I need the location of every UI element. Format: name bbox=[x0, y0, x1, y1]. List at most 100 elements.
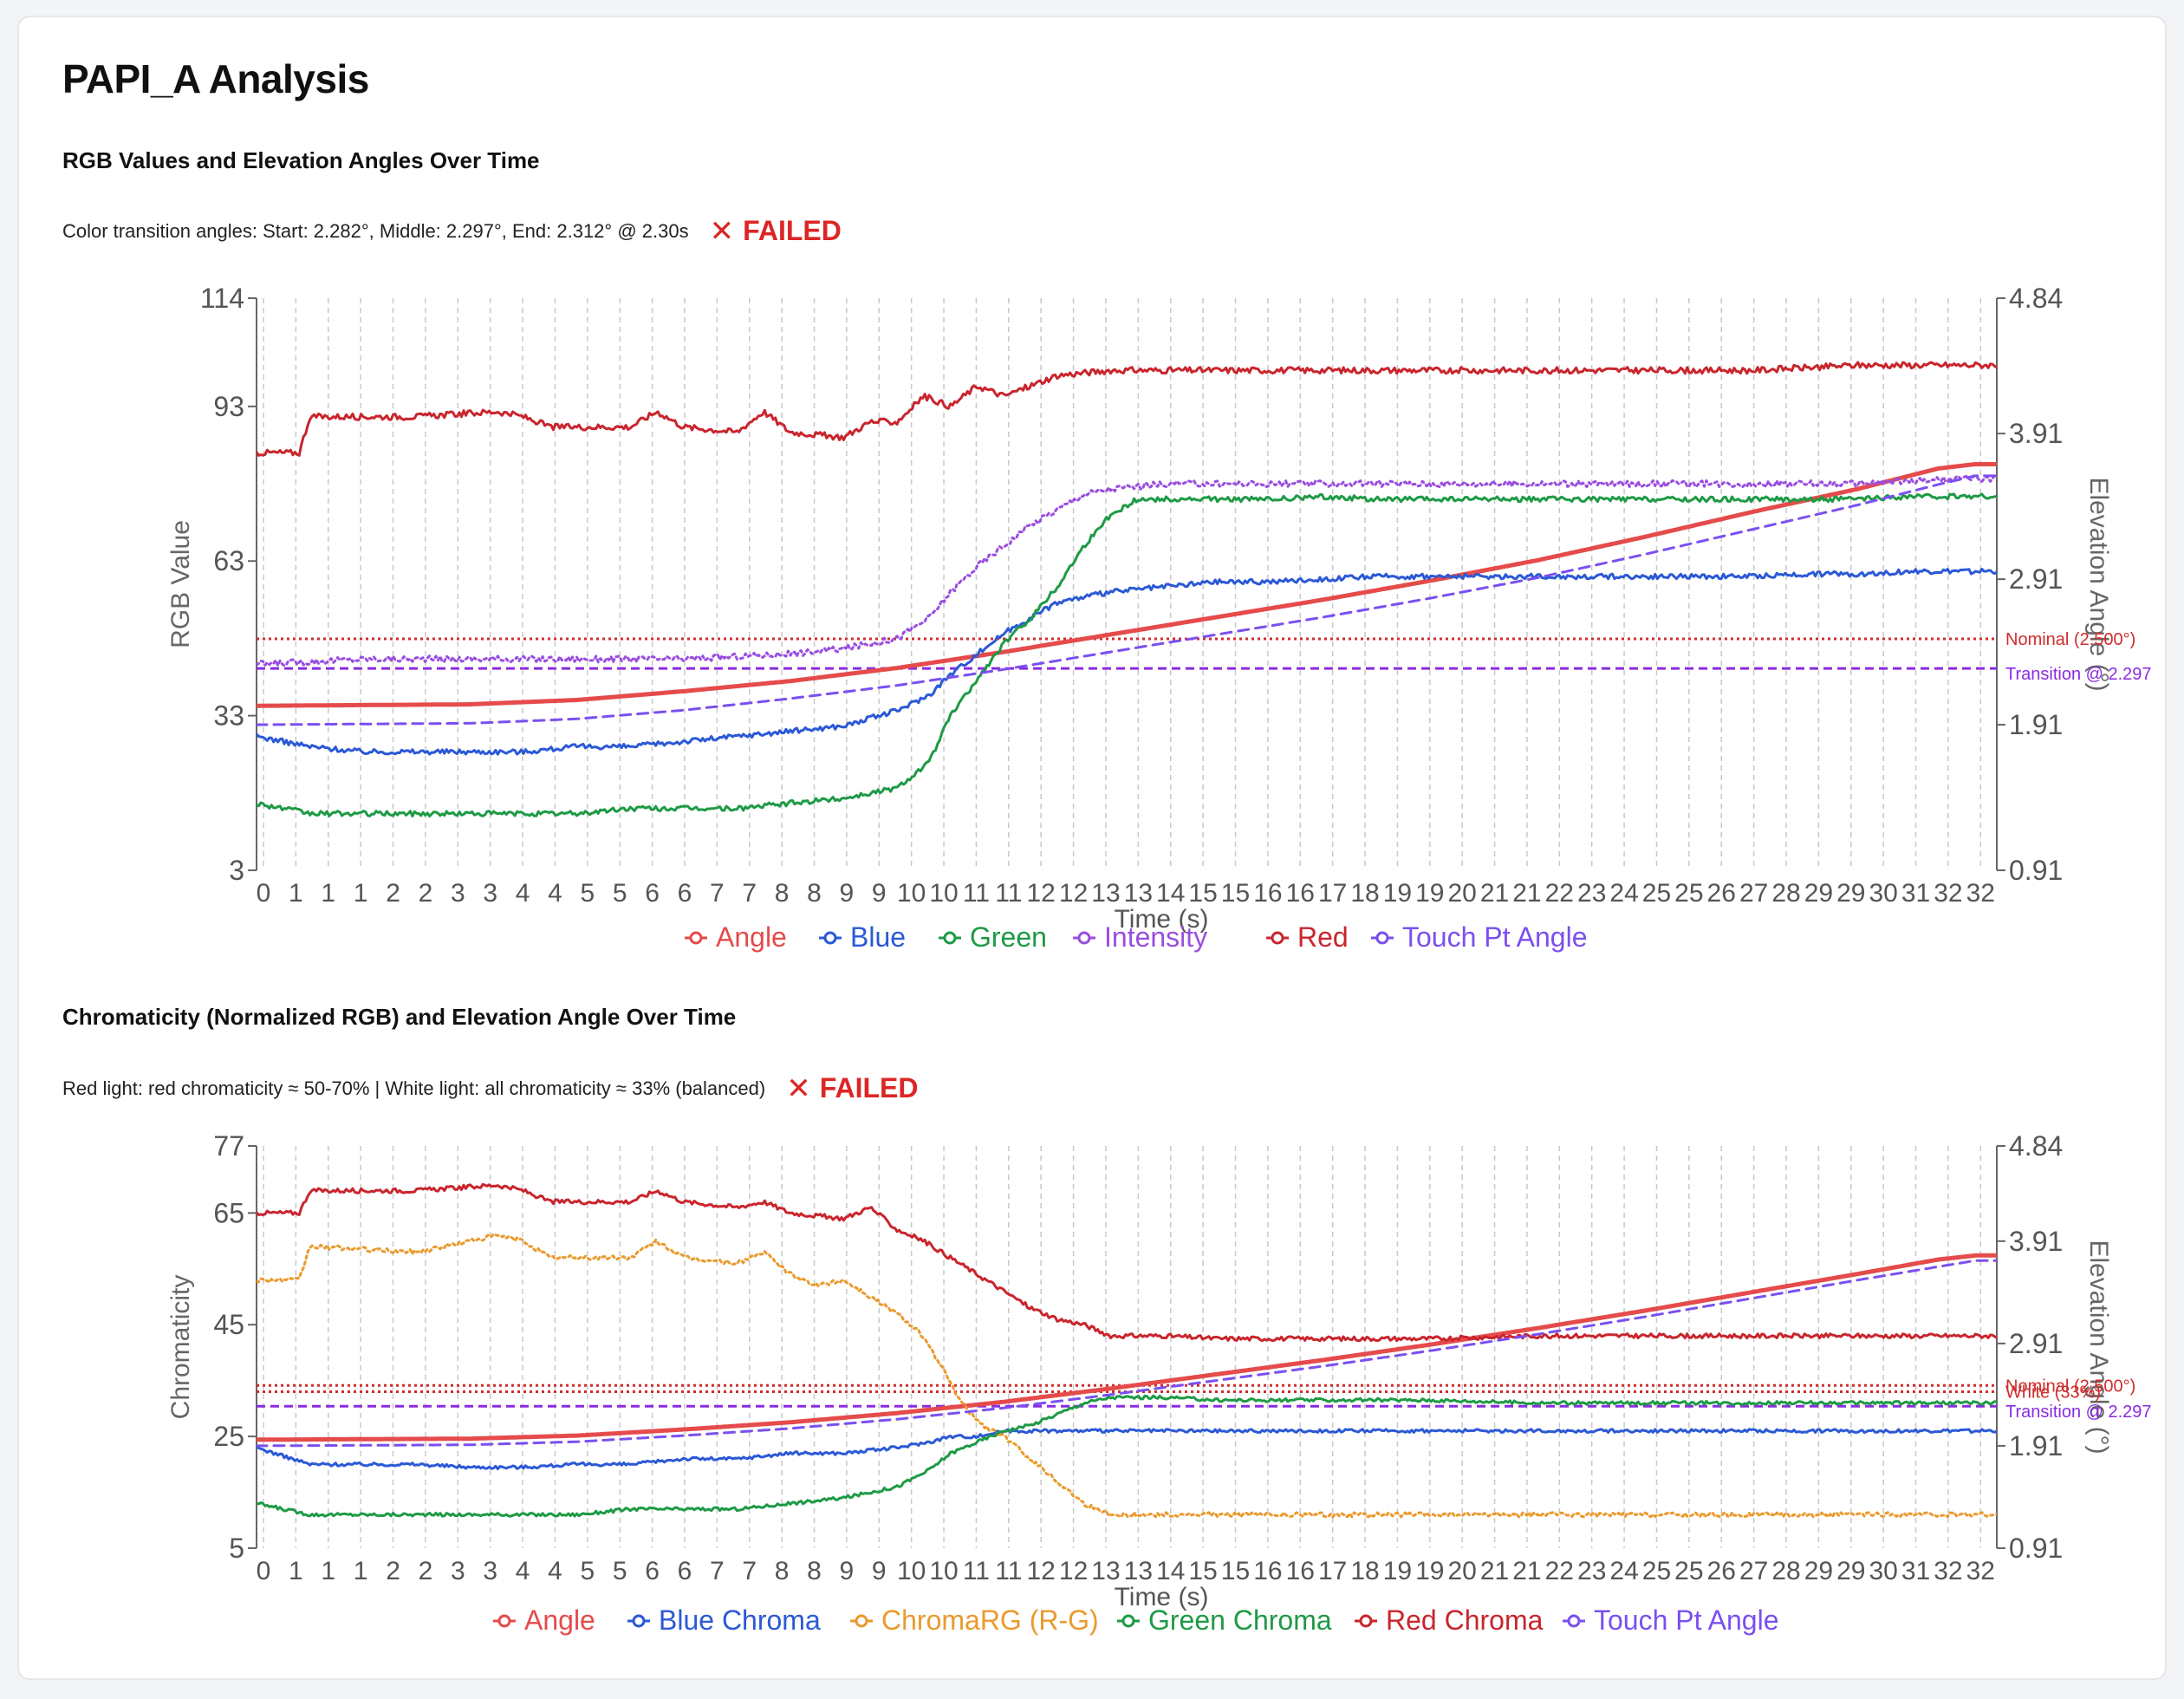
x-tick-label: 7 bbox=[742, 879, 757, 908]
x-tick-label: 12 bbox=[1059, 1557, 1088, 1585]
x-tick-label: 12 bbox=[1027, 1557, 1056, 1585]
x-tick-label: 8 bbox=[807, 879, 822, 908]
x-mark-icon: ✕ bbox=[786, 1071, 811, 1105]
legend-item-chromarg-r-g-[interactable]: ChromaRG (R-G) bbox=[850, 1605, 1099, 1636]
series-line-touch-pt-angle bbox=[257, 1259, 1997, 1448]
legend-item-angle[interactable]: Angle bbox=[493, 1605, 595, 1636]
x-tick-label: 17 bbox=[1318, 1557, 1347, 1585]
legend-swatch-marker bbox=[1567, 1614, 1581, 1628]
x-tick-label: 1 bbox=[321, 1557, 335, 1585]
x-tick-label: 29 bbox=[1836, 1557, 1865, 1585]
chart1-status-badge: ✕ FAILED bbox=[710, 215, 842, 247]
chart2-subtitle-row: Red light: red chromaticity ≈ 50-70% | W… bbox=[62, 1072, 918, 1104]
y2-tick-label: 2.91 bbox=[2009, 1328, 2063, 1359]
x-tick-label: 11 bbox=[995, 1557, 1022, 1585]
reference-label-transition: Transition @ 2.297° bbox=[2005, 665, 2159, 684]
x-tick-label: 10 bbox=[929, 879, 958, 908]
page-title: PAPI_A Analysis bbox=[62, 56, 369, 101]
series-line-blue-chroma bbox=[257, 1428, 1997, 1470]
legend-swatch-marker bbox=[1375, 931, 1389, 945]
x-tick-label: 16 bbox=[1253, 1557, 1282, 1585]
x-tick-label: 22 bbox=[1545, 879, 1574, 908]
x-tick-label: 10 bbox=[897, 879, 926, 908]
y-axis-label: Chromaticity bbox=[166, 1275, 195, 1420]
legend-label: Touch Pt Angle bbox=[1594, 1605, 1778, 1636]
legend-item-green[interactable]: Green bbox=[939, 921, 1047, 953]
x-tick-label: 13 bbox=[1124, 1557, 1153, 1585]
legend-item-blue[interactable]: Blue bbox=[819, 921, 906, 953]
chart1-title: RGB Values and Elevation Angles Over Tim… bbox=[62, 147, 540, 173]
x-tick-label: 6 bbox=[678, 879, 692, 908]
x-tick-label: 19 bbox=[1415, 1557, 1444, 1585]
y-tick-label: 33 bbox=[213, 700, 244, 732]
x-tick-label: 3 bbox=[483, 1557, 497, 1585]
chart1-status-label: FAILED bbox=[743, 215, 842, 246]
y2-tick-label: 2.91 bbox=[2009, 563, 2063, 595]
grid-lines bbox=[263, 298, 1982, 870]
x-tick-label: 17 bbox=[1318, 879, 1347, 908]
x-tick-label: 20 bbox=[1447, 1557, 1476, 1585]
legend-swatch-marker bbox=[1271, 931, 1284, 945]
legend-item-touch-pt-angle[interactable]: Touch Pt Angle bbox=[1563, 1605, 1778, 1636]
x-tick-label: 27 bbox=[1739, 1557, 1768, 1585]
x-tick-label: 21 bbox=[1480, 879, 1509, 908]
legend-label: Blue bbox=[850, 921, 906, 953]
x-tick-label: 6 bbox=[678, 1557, 692, 1585]
legend-item-red-chroma[interactable]: Red Chroma bbox=[1355, 1605, 1544, 1636]
y-tick-label: 45 bbox=[213, 1309, 244, 1340]
chart1-subtitle: Color transition angles: Start: 2.282°, … bbox=[62, 219, 689, 242]
x-tick-label: 8 bbox=[775, 1557, 790, 1585]
legend-label: Blue Chroma bbox=[659, 1605, 821, 1636]
legend-item-blue-chroma[interactable]: Blue Chroma bbox=[627, 1605, 821, 1636]
reference-labels: Nominal (2.500°) Transition @ 2.297° bbox=[2005, 630, 2159, 684]
series-line-intensity bbox=[257, 474, 1997, 667]
x-tick-label: 1 bbox=[354, 1557, 368, 1585]
x-axis-label: Time (s) bbox=[1115, 1583, 1209, 1611]
legend-swatch-marker bbox=[823, 931, 837, 945]
y2-tick-label: 1.91 bbox=[2009, 1430, 2063, 1461]
x-tick-label: 14 bbox=[1156, 879, 1185, 908]
y2-tick-label: 3.91 bbox=[2009, 418, 2063, 449]
legend-swatch-marker bbox=[497, 1614, 511, 1628]
legend-item-touch-pt-angle[interactable]: Touch Pt Angle bbox=[1371, 921, 1587, 953]
x-tick-label: 22 bbox=[1545, 1557, 1574, 1585]
x-tick-label: 31 bbox=[1901, 1557, 1930, 1585]
x-tick-label: 11 bbox=[963, 879, 990, 908]
x-tick-label: 29 bbox=[1804, 879, 1833, 908]
x-tick-label: 13 bbox=[1124, 879, 1153, 908]
x-tick-label: 9 bbox=[872, 1557, 887, 1585]
x-tick-label: 18 bbox=[1350, 1557, 1379, 1585]
x-tick-label: 7 bbox=[710, 879, 725, 908]
y-tick-label: 3 bbox=[229, 855, 244, 886]
series-line-angle bbox=[257, 462, 1997, 708]
x-tick-label: 25 bbox=[1674, 879, 1703, 908]
series-line-blue bbox=[257, 567, 1997, 756]
chart1-svg: 0 1 1 1 2 2 3 3 4 4 5 5 6 6 7 7 8 8 9 9 10 10 11 11 12 12 13 13 14 15… bbox=[166, 283, 2159, 953]
x-tick-label: 15 bbox=[1188, 879, 1217, 908]
x-tick-label: 32 bbox=[1934, 1557, 1962, 1585]
y2-axis-label: Elevation Angle (°) bbox=[2084, 477, 2113, 691]
legend-item-red[interactable]: Red bbox=[1266, 921, 1349, 953]
x-tick-label: 4 bbox=[548, 879, 562, 908]
series-line-touch-pt-angle bbox=[257, 474, 1997, 726]
y2-tick-label: 4.84 bbox=[2009, 1130, 2063, 1162]
plot-area bbox=[257, 1182, 1997, 1519]
x-tick-label: 8 bbox=[775, 879, 790, 908]
x-tick-label: 25 bbox=[1642, 1557, 1671, 1585]
y-tick-label: 25 bbox=[213, 1421, 244, 1452]
x-tick-label: 5 bbox=[613, 879, 627, 908]
legend-swatch-marker bbox=[855, 1614, 868, 1628]
reference-labels: Nominal (2.500°)White (33%)Transition @ … bbox=[2005, 1377, 2151, 1422]
x-tick-label: 21 bbox=[1512, 1557, 1541, 1585]
y2-axis-label: Elevation Angle (°) bbox=[2084, 1240, 2113, 1454]
legend-item-angle[interactable]: Angle bbox=[685, 921, 787, 953]
x-tick-label: 23 bbox=[1577, 879, 1606, 908]
legend-label: Red Chroma bbox=[1386, 1605, 1544, 1636]
legend-item-intensity[interactable]: Intensity bbox=[1073, 921, 1207, 953]
legend-item-green-chroma[interactable]: Green Chroma bbox=[1117, 1605, 1332, 1636]
x-tick-label: 7 bbox=[710, 1557, 725, 1585]
y2-tick-label: 0.91 bbox=[2009, 855, 2063, 886]
x-tick-label: 29 bbox=[1804, 1557, 1833, 1585]
x-tick-label: 13 bbox=[1091, 879, 1120, 908]
x-tick-label: 20 bbox=[1447, 879, 1476, 908]
